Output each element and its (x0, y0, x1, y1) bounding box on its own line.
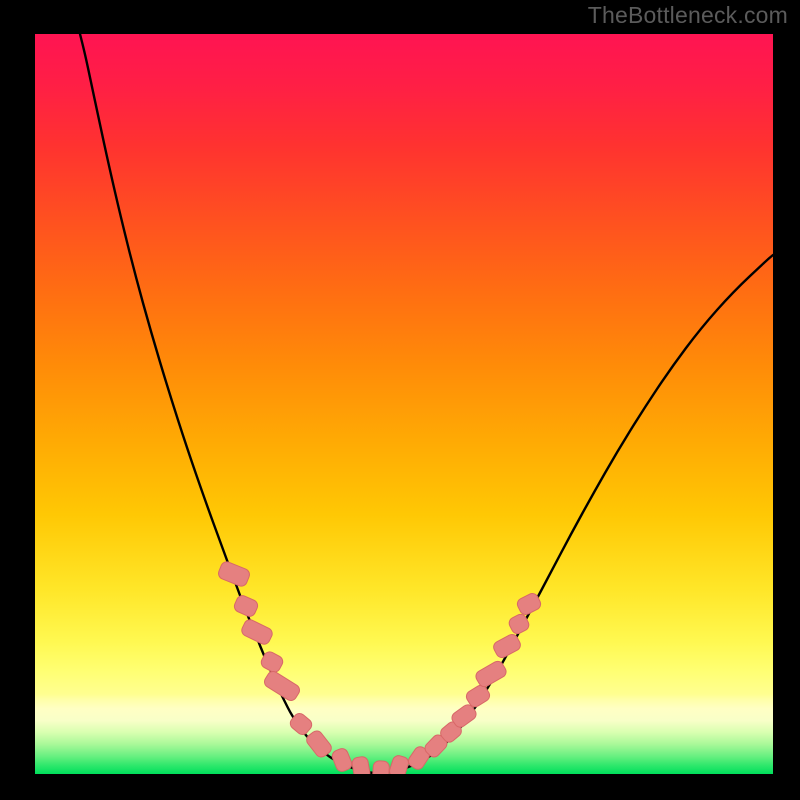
chart-background (35, 34, 773, 774)
chart-area (35, 34, 773, 774)
watermark-text: TheBottleneck.com (588, 2, 788, 29)
curve-marker (372, 760, 389, 774)
